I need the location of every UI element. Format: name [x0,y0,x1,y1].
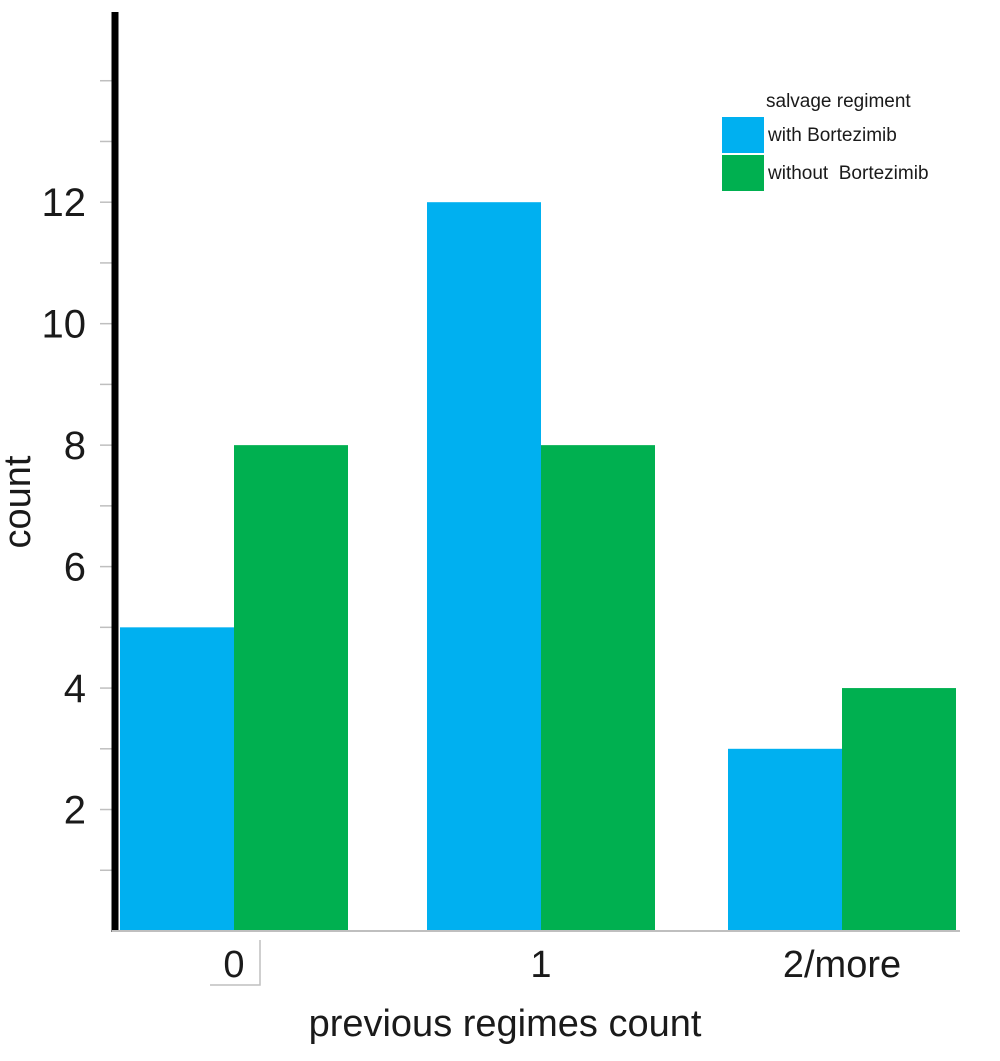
bar-without-bortezimib-0 [234,445,348,931]
legend-swatch [722,117,764,153]
y-axis-title: count [0,455,39,548]
category-labels: 0 1 2/more [210,940,901,986]
legend-swatch [722,155,764,191]
category-label: 2/more [783,944,901,986]
y-tick-label: 2 [64,789,86,833]
bar-with-bortezimib-2 [728,748,842,931]
y-tick-label: 6 [64,546,86,590]
y-tick-label: 12 [42,181,87,225]
legend-title: salvage regiment [766,91,911,112]
bar-with-bortezimib-0 [120,627,234,931]
bar-without-bortezimib-1 [541,445,655,931]
legend-label: without Bortezimib [767,163,929,184]
y-tick-label: 8 [64,424,86,468]
bars [120,202,956,931]
legend: salvage regiment with Bortezimib without … [722,91,929,191]
legend-label: with Bortezimib [767,125,897,146]
category-label: 1 [530,944,551,986]
legend-items: with Bortezimib without Bortezimib [722,117,929,191]
category-bracket [210,940,261,986]
y-tick-label: 4 [64,667,86,711]
y-tick-label: 10 [42,303,87,347]
x-axis-title: previous regimes count [309,1003,702,1045]
category-label: 0 [223,944,244,986]
y-tick-labels: 2 4 6 8 10 12 [42,181,87,832]
bar-without-bortezimib-2 [842,688,956,931]
bar-with-bortezimib-1 [427,202,541,931]
